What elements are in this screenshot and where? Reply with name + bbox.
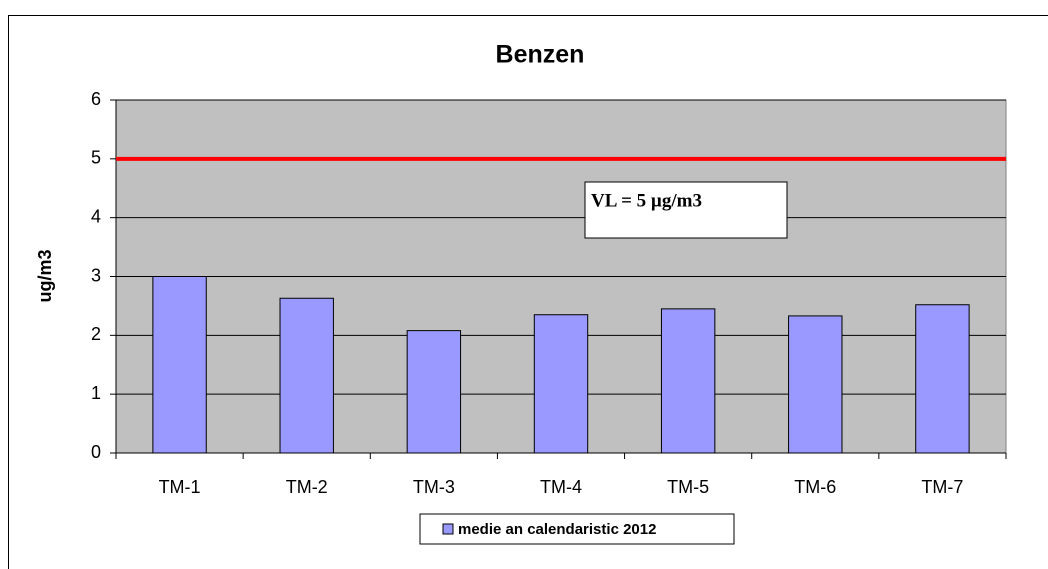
y-tick-label: 1: [91, 383, 101, 403]
legend-box: [419, 513, 735, 545]
bar: [406, 330, 462, 454]
x-tick-label: TM-4: [540, 477, 582, 497]
y-tick-label: 2: [91, 324, 101, 344]
legend-swatch: [442, 523, 454, 535]
bar: [660, 308, 716, 454]
y-tick-label: 0: [91, 442, 101, 462]
x-tick-label: TM-5: [667, 477, 709, 497]
chart-title: Benzen: [496, 41, 585, 69]
x-tick-label: TM-7: [921, 477, 963, 497]
annotation-box: [584, 181, 788, 239]
y-axis-label: ug/m3: [35, 249, 55, 302]
x-tick-label: TM-1: [159, 477, 201, 497]
x-tick-label: TM-2: [286, 477, 328, 497]
y-tick-label: 3: [91, 265, 101, 285]
x-tick-label: TM-6: [794, 477, 836, 497]
bar: [788, 315, 843, 454]
legend-label: medie an calendaristic 2012: [458, 521, 656, 538]
y-tick-label: 5: [91, 148, 101, 168]
y-tick-label: 4: [91, 206, 101, 226]
bar: [915, 304, 970, 454]
x-tick-label: TM-3: [413, 477, 455, 497]
bar: [533, 314, 589, 454]
annotation: VL = 5 µg/m3: [591, 190, 702, 211]
bar: [152, 276, 207, 454]
bar: [279, 297, 334, 454]
y-tick-label: 6: [91, 89, 101, 109]
